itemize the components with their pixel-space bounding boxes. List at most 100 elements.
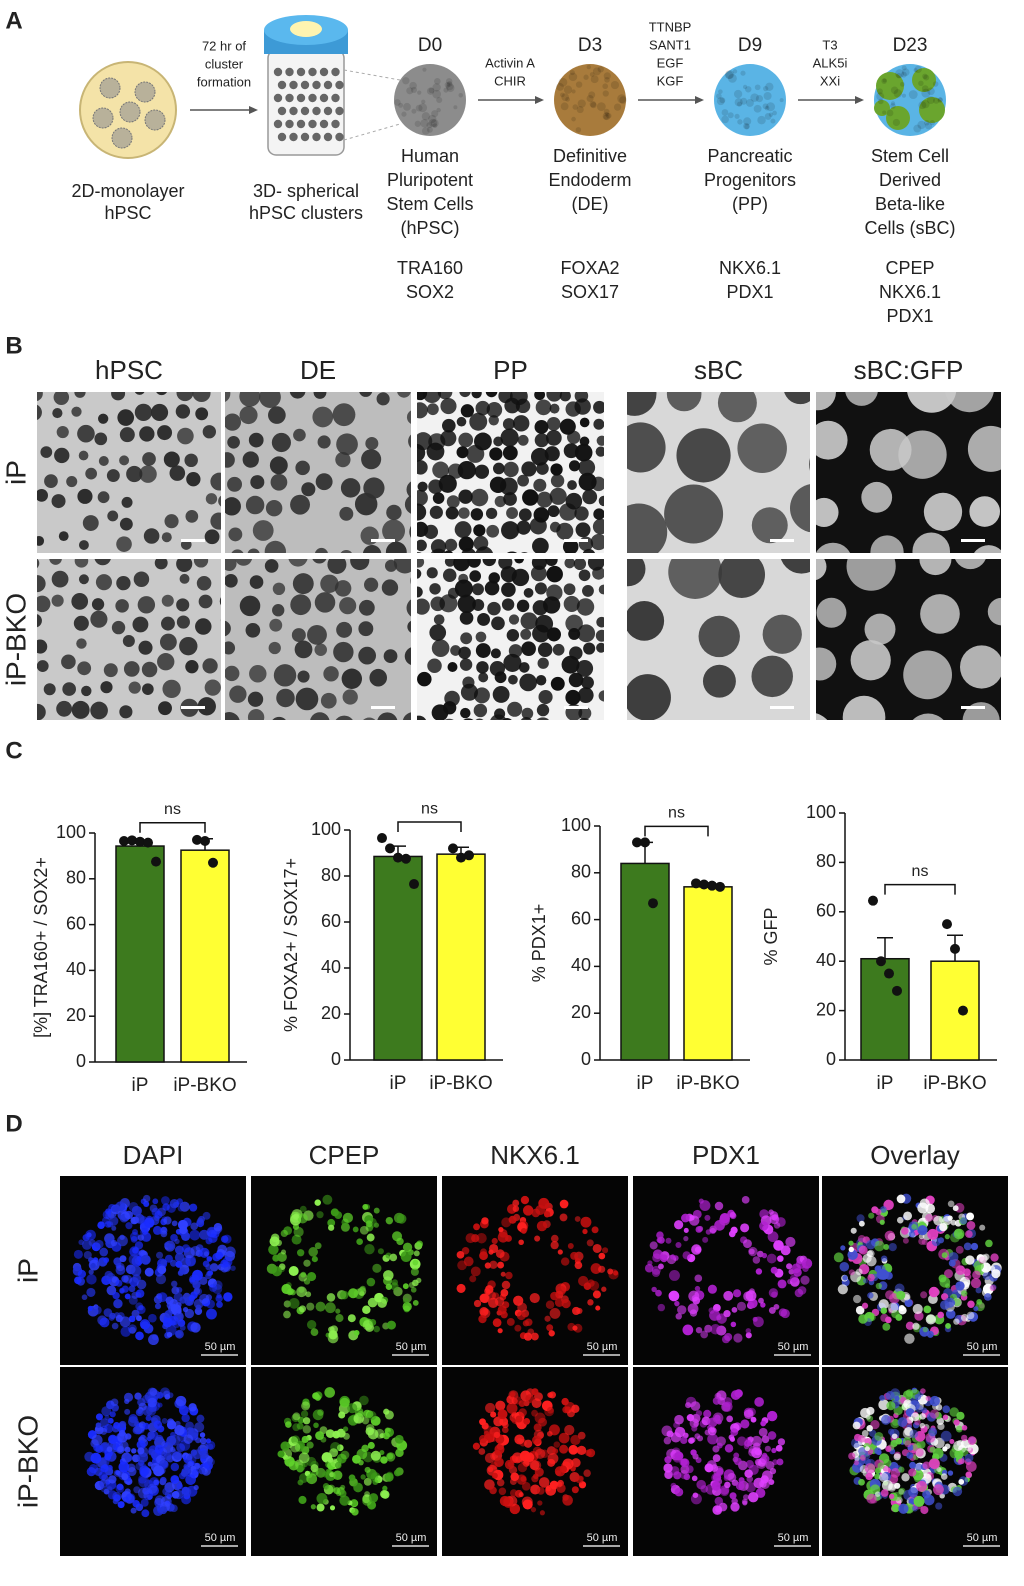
cell bbox=[707, 1417, 718, 1428]
cell bbox=[364, 1491, 370, 1497]
cell bbox=[339, 1397, 350, 1408]
cell bbox=[124, 1446, 131, 1453]
cell bbox=[108, 1434, 118, 1445]
cluster bbox=[568, 628, 581, 640]
stage-name: Definitive bbox=[553, 146, 627, 166]
cell bbox=[670, 1482, 677, 1489]
cell bbox=[520, 1195, 530, 1205]
speckle bbox=[895, 69, 905, 79]
data-point bbox=[401, 853, 411, 864]
micrograph-bg bbox=[816, 559, 1001, 720]
step-label: T3 bbox=[822, 37, 837, 52]
cell bbox=[560, 1257, 570, 1266]
cluster bbox=[245, 622, 261, 638]
row-label: iP bbox=[0, 460, 31, 485]
cell bbox=[473, 1223, 480, 1231]
cluster bbox=[549, 403, 560, 414]
cluster bbox=[556, 522, 574, 540]
cluster bbox=[51, 494, 66, 509]
cluster bbox=[870, 535, 904, 553]
cell bbox=[339, 1495, 350, 1506]
cluster bbox=[364, 577, 379, 592]
cell bbox=[881, 1480, 893, 1491]
cell bbox=[955, 1425, 963, 1433]
cluster bbox=[239, 595, 261, 617]
cell bbox=[886, 1401, 896, 1411]
cell bbox=[983, 1293, 992, 1301]
day-label: D9 bbox=[738, 35, 762, 56]
cell bbox=[225, 1246, 236, 1258]
cluster bbox=[816, 542, 851, 553]
cell bbox=[521, 1496, 533, 1508]
cluster bbox=[54, 447, 70, 464]
cell bbox=[382, 1432, 390, 1440]
data-point bbox=[632, 837, 642, 848]
speckle bbox=[890, 103, 896, 109]
cell bbox=[866, 1425, 873, 1432]
cell bbox=[412, 1259, 419, 1266]
cell bbox=[192, 1269, 203, 1281]
speckle bbox=[568, 72, 578, 82]
cluster bbox=[717, 392, 757, 423]
cluster bbox=[780, 559, 810, 574]
cell bbox=[502, 1496, 514, 1508]
cluster bbox=[159, 633, 177, 651]
cell bbox=[895, 1313, 903, 1321]
cell bbox=[497, 1409, 508, 1420]
cell bbox=[106, 1486, 113, 1492]
cell bbox=[884, 1271, 893, 1280]
speckle bbox=[606, 112, 612, 119]
cell bbox=[109, 1411, 116, 1418]
cell bbox=[734, 1389, 743, 1398]
cell bbox=[929, 1395, 940, 1407]
cell bbox=[335, 1308, 341, 1314]
cluster bbox=[37, 595, 51, 613]
cell bbox=[193, 1484, 199, 1491]
speckle bbox=[603, 72, 611, 80]
cell bbox=[695, 1226, 703, 1233]
cluster bbox=[37, 703, 46, 720]
cell bbox=[367, 1441, 375, 1450]
data-point bbox=[208, 857, 218, 868]
cell bbox=[332, 1430, 341, 1439]
stage-name: Human bbox=[401, 146, 459, 166]
cluster bbox=[532, 624, 550, 643]
cell bbox=[117, 1501, 125, 1509]
speckle bbox=[426, 87, 435, 95]
cell bbox=[413, 1250, 420, 1257]
cluster bbox=[51, 570, 69, 588]
cluster bbox=[552, 643, 565, 656]
cell bbox=[753, 1442, 761, 1451]
column-header: DE bbox=[300, 355, 336, 385]
cell bbox=[119, 1316, 131, 1328]
speckle bbox=[426, 122, 433, 129]
cluster bbox=[111, 620, 126, 635]
cell bbox=[383, 1270, 394, 1281]
cell bbox=[972, 1270, 981, 1280]
cell bbox=[495, 1400, 506, 1411]
cluster bbox=[562, 538, 579, 553]
cell bbox=[702, 1236, 709, 1243]
cluster bbox=[563, 595, 580, 612]
speckle bbox=[418, 103, 428, 113]
cluster bbox=[132, 616, 149, 633]
y-tick-label: 0 bbox=[331, 1049, 341, 1069]
data-point bbox=[393, 852, 403, 863]
cell bbox=[108, 1216, 119, 1226]
data-point bbox=[143, 837, 153, 848]
bar bbox=[436, 853, 486, 1061]
cluster bbox=[489, 447, 503, 461]
cell bbox=[674, 1426, 686, 1438]
cell bbox=[313, 1422, 319, 1429]
cell bbox=[711, 1481, 721, 1491]
cell bbox=[107, 1490, 117, 1500]
cluster bbox=[141, 661, 158, 678]
speckle bbox=[926, 96, 935, 105]
speckle bbox=[428, 118, 438, 128]
cluster-dot bbox=[300, 80, 310, 90]
cell bbox=[485, 1285, 494, 1294]
cell bbox=[561, 1397, 569, 1406]
cluster bbox=[595, 721, 605, 731]
cell bbox=[975, 1287, 982, 1294]
stage-label: hPSC clusters bbox=[249, 203, 363, 223]
